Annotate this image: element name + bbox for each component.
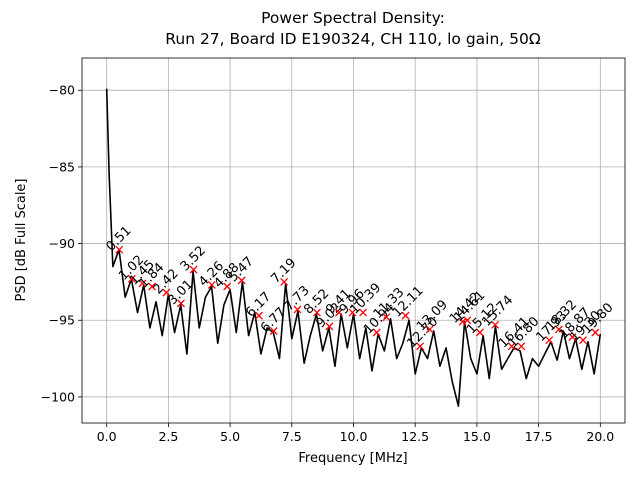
peak-marker [255,311,263,320]
peak-x [325,322,334,331]
x-tick-label: 15.0 [463,429,491,444]
peak-marker [223,282,232,291]
peak-marker [359,308,368,317]
peak-marker [517,342,526,351]
peak-x [425,325,434,334]
plot-frame [81,57,626,424]
x-tick-label: 17.5 [525,429,553,444]
peak-marker [554,325,563,334]
peak-marker [491,320,500,329]
peak-x [148,282,157,291]
peak-marker [416,342,425,351]
peak-x [491,320,500,329]
peak-x [115,245,124,254]
peak-marker [507,342,516,351]
x-tick-label: 10.0 [340,429,368,444]
peak-x [568,333,577,342]
y-tick-label: −95 [49,313,75,328]
peak-marker [348,308,357,317]
peak-marker [177,299,185,308]
x-tick-label: 12.5 [401,429,429,444]
peak-x [372,328,381,337]
peak-marker [463,316,472,325]
peak-marker [313,308,321,317]
peak-x [382,313,391,322]
peak-x [334,308,343,317]
peak-marker [207,281,216,289]
peak-x [162,288,171,297]
peak-marker [293,305,302,314]
peak-marker [127,274,136,283]
peak-x [280,277,289,286]
peak-x [293,305,302,314]
peak-x [507,342,516,351]
peak-x [223,282,232,291]
peak-marker [545,336,554,345]
x-tick-label: 0.0 [97,429,117,444]
peak-marker [372,328,381,337]
peak-x [545,336,554,345]
peak-x [591,328,600,337]
y-tick-label: −90 [49,236,75,251]
peak-x [237,276,246,285]
peak-x [517,342,526,351]
peak-x [416,342,425,351]
x-tick-label: 20.0 [586,429,614,444]
peak-marker [189,265,198,274]
peak-marker [425,325,434,334]
peak-marker [269,327,278,335]
peak-marker [325,322,334,331]
peak-marker [115,245,124,254]
peak-marker [334,308,343,317]
peak-x [359,308,368,317]
x-axis-label: Frequency [MHz] [298,451,407,466]
peak-marker [591,328,600,337]
peak-x [554,325,563,334]
peak-x [255,311,263,320]
y-tick-label: −80 [49,83,75,98]
peak-marker [568,333,577,342]
peak-x [138,279,147,288]
peak-x [127,274,136,283]
peak-x [463,316,472,325]
peak-marker [401,311,410,320]
y-tick-label: −100 [41,389,75,404]
peak-x [579,336,588,345]
x-tick-label: 5.0 [220,429,240,444]
peak-marker [138,279,147,288]
peak-marker [579,336,588,345]
peak-x [177,299,185,308]
peak-x [189,265,198,274]
peak-marker [475,328,484,337]
chart-title: Power Spectral Density: [261,9,445,27]
chart-subtitle: Run 27, Board ID E190324, CH 110, lo gai… [165,30,541,48]
peak-x [401,311,410,320]
peak-marker [162,288,171,297]
peak-x [269,327,278,335]
peak-x [475,328,484,337]
x-tick-label: 2.5 [158,429,178,444]
y-axis-label: PSD [dB Full Scale] [14,178,29,301]
x-tick-label: 7.5 [282,429,302,444]
peak-marker [237,276,246,285]
peak-x [207,281,216,289]
peak-x [458,317,467,326]
peak-x [313,308,321,317]
peak-marker [458,317,467,326]
peak-x [348,308,357,317]
peak-marker [382,313,391,322]
y-tick-label: −85 [49,159,75,174]
psd-line [105,88,602,407]
peak-marker [148,282,157,291]
peak-marker [280,277,289,286]
